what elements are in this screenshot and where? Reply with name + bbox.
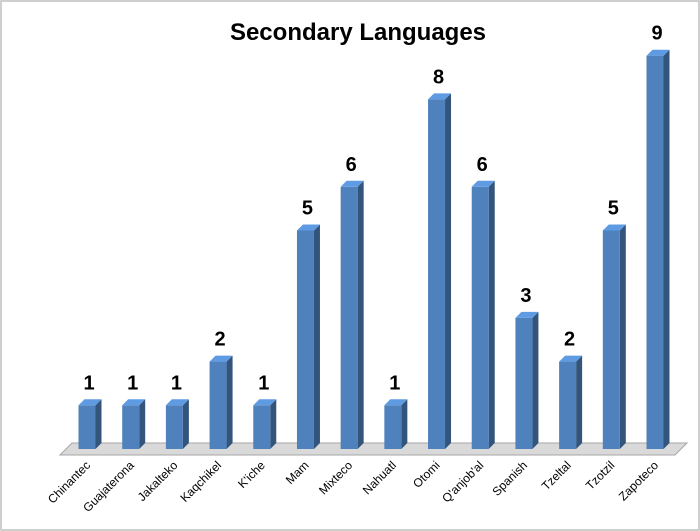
bar-top bbox=[384, 399, 408, 406]
bar bbox=[122, 399, 146, 449]
bar bbox=[340, 180, 364, 450]
bar-side bbox=[139, 399, 146, 449]
bar-top bbox=[165, 399, 189, 406]
bar-front bbox=[515, 317, 533, 449]
bar-side bbox=[576, 355, 583, 449]
bar-side bbox=[532, 311, 539, 449]
value-label: 9 bbox=[651, 23, 662, 45]
value-label: 6 bbox=[477, 154, 488, 176]
bar-top bbox=[78, 399, 102, 406]
bar-front bbox=[209, 361, 227, 449]
bar bbox=[559, 355, 583, 449]
bar-top bbox=[428, 93, 452, 100]
bar-side bbox=[182, 399, 189, 449]
bar-front bbox=[646, 55, 664, 449]
bar bbox=[428, 93, 452, 450]
bar-top bbox=[296, 224, 320, 231]
value-label: 1 bbox=[389, 372, 400, 394]
bar-top bbox=[559, 355, 583, 362]
bar bbox=[209, 355, 233, 449]
value-label: 2 bbox=[215, 329, 226, 351]
value-label: 8 bbox=[433, 66, 444, 88]
value-label: 5 bbox=[302, 198, 313, 220]
value-label: 2 bbox=[564, 329, 575, 351]
bar-top bbox=[122, 399, 146, 406]
bar-top bbox=[471, 180, 495, 187]
bar-top bbox=[646, 49, 670, 56]
bar-front bbox=[78, 405, 96, 449]
bar bbox=[253, 399, 277, 449]
bar-front bbox=[253, 405, 271, 449]
bar-front bbox=[122, 405, 140, 449]
value-label: 1 bbox=[127, 372, 138, 394]
bar bbox=[471, 180, 495, 450]
value-label: 5 bbox=[608, 198, 619, 220]
bar-side bbox=[401, 399, 408, 449]
bar-front bbox=[384, 405, 402, 449]
bar-front bbox=[165, 405, 183, 449]
bar-front bbox=[602, 230, 620, 449]
bar-front bbox=[296, 230, 314, 449]
bar bbox=[165, 399, 189, 449]
value-label: 1 bbox=[83, 372, 94, 394]
bar-side bbox=[663, 49, 670, 449]
bar-side bbox=[619, 224, 626, 449]
bar-side bbox=[270, 399, 277, 449]
bar-side bbox=[313, 224, 320, 449]
chart-title: Secondary Languages bbox=[230, 19, 486, 46]
bar bbox=[78, 399, 102, 449]
value-label: 3 bbox=[520, 285, 531, 307]
bar bbox=[296, 224, 320, 449]
bar-front bbox=[559, 361, 577, 449]
bar-side bbox=[357, 180, 364, 450]
bar-front bbox=[471, 186, 489, 450]
bar bbox=[602, 224, 626, 449]
bar bbox=[384, 399, 408, 449]
value-label: 1 bbox=[258, 372, 269, 394]
bar-top bbox=[340, 180, 364, 187]
value-label: 1 bbox=[171, 372, 182, 394]
bar-side bbox=[95, 399, 102, 449]
bar-top bbox=[602, 224, 626, 231]
value-label: 6 bbox=[346, 154, 357, 176]
bar bbox=[646, 49, 670, 449]
bar-front bbox=[340, 186, 358, 450]
bar-top bbox=[253, 399, 277, 406]
bar-side bbox=[445, 93, 452, 450]
floor bbox=[58, 442, 689, 456]
bar-side bbox=[226, 355, 233, 449]
bar-front bbox=[428, 99, 446, 450]
bar-top bbox=[515, 311, 539, 318]
bar-side bbox=[488, 180, 495, 450]
bar-top bbox=[209, 355, 233, 362]
bar bbox=[515, 311, 539, 449]
